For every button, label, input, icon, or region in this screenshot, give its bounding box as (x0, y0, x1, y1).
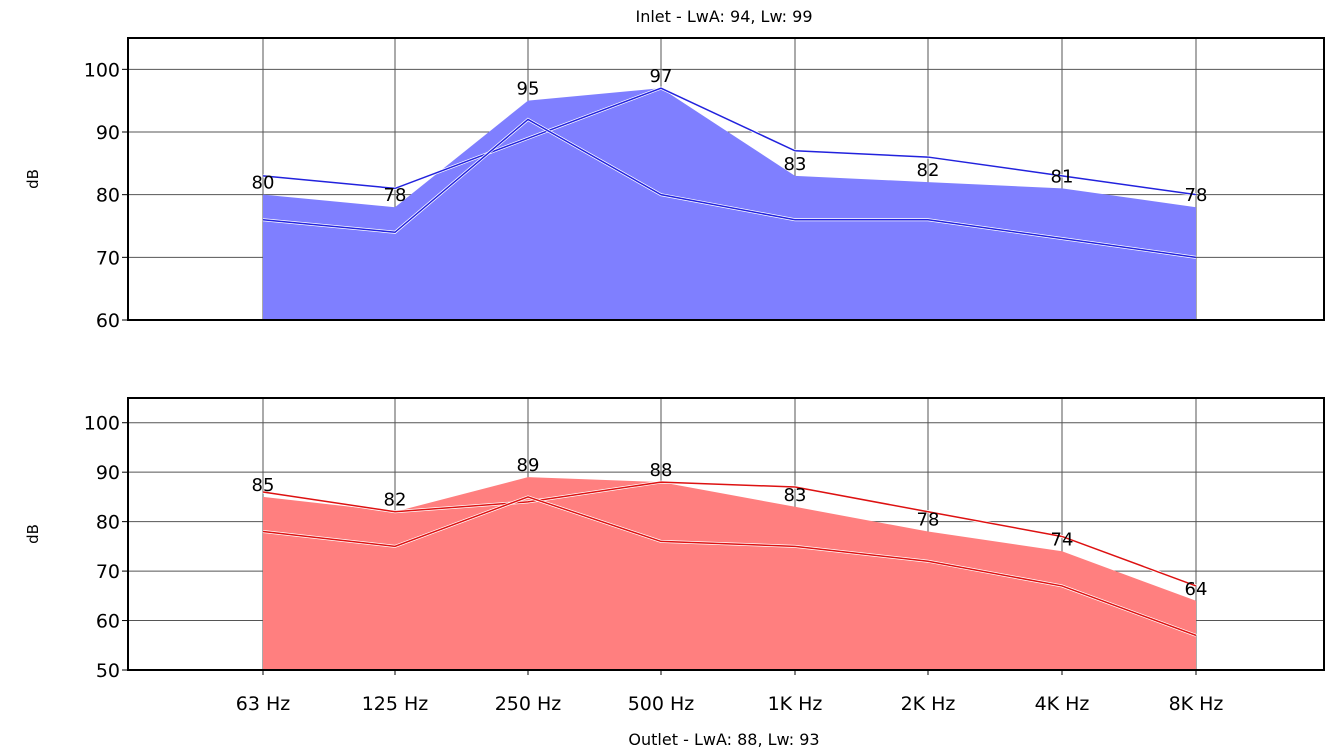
xtick-label: 2K Hz (901, 693, 956, 715)
inlet-data-label: 82 (917, 160, 940, 181)
inlet-ytick-label: 70 (96, 247, 120, 269)
outlet-ytick-label: 90 (96, 462, 120, 484)
inlet-data-label: 80 (252, 173, 275, 194)
outlet-ytick-label: 60 (96, 611, 120, 633)
inlet-data-label: 78 (1185, 185, 1208, 206)
outlet-data-label: 83 (784, 485, 807, 506)
inlet-plot-frame (127, 37, 1325, 321)
outlet-line-series-2 (262, 496, 1197, 637)
inlet-title: Inlet - LwA: 94, Lw: 99 (636, 7, 813, 26)
outlet-data-label: 74 (1051, 529, 1074, 550)
inlet-ytick-label: 80 (96, 185, 120, 207)
inlet-line-series-2 (262, 118, 1197, 259)
outlet-ytick-label: 80 (96, 512, 120, 534)
outlet-data-label: 85 (252, 475, 275, 496)
inlet-data-label: 81 (1051, 166, 1074, 187)
outlet-area-series (263, 477, 1196, 670)
inlet-data-label: 97 (650, 66, 673, 87)
outlet-ytick-label: 50 (96, 660, 120, 682)
inlet-line-series-1 (262, 87, 1197, 196)
inlet-ytick-label: 60 (96, 310, 120, 332)
inlet-ytick-label: 90 (96, 122, 120, 144)
outlet-plot-frame (127, 397, 1325, 671)
xtick-label: 250 Hz (495, 693, 562, 715)
inlet-data-label: 78 (384, 185, 407, 206)
inlet-ylabel: dB (24, 169, 42, 189)
outlet-data-label: 88 (650, 460, 673, 481)
outlet-ytick-label: 70 (96, 561, 120, 583)
xtick-label: 4K Hz (1035, 693, 1090, 715)
outlet-data-label: 78 (917, 510, 940, 531)
inlet-ytick-label: 100 (84, 59, 120, 81)
outlet-data-label: 89 (517, 455, 540, 476)
xtick-label: 1K Hz (768, 693, 823, 715)
inlet-data-label: 83 (784, 154, 807, 175)
outlet-ytick-label: 100 (84, 413, 120, 435)
outlet-data-label: 64 (1185, 579, 1208, 600)
xtick-label: 500 Hz (628, 693, 695, 715)
xtick-label: 8K Hz (1169, 693, 1224, 715)
outlet-line-series-1 (262, 481, 1197, 587)
outlet-data-label: 82 (384, 490, 407, 511)
xtick-label: 63 Hz (236, 693, 291, 715)
outlet-title: Outlet - LwA: 88, Lw: 93 (628, 730, 819, 749)
outlet-ylabel: dB (24, 524, 42, 544)
xtick-label: 125 Hz (362, 693, 429, 715)
inlet-data-label: 95 (517, 79, 540, 100)
